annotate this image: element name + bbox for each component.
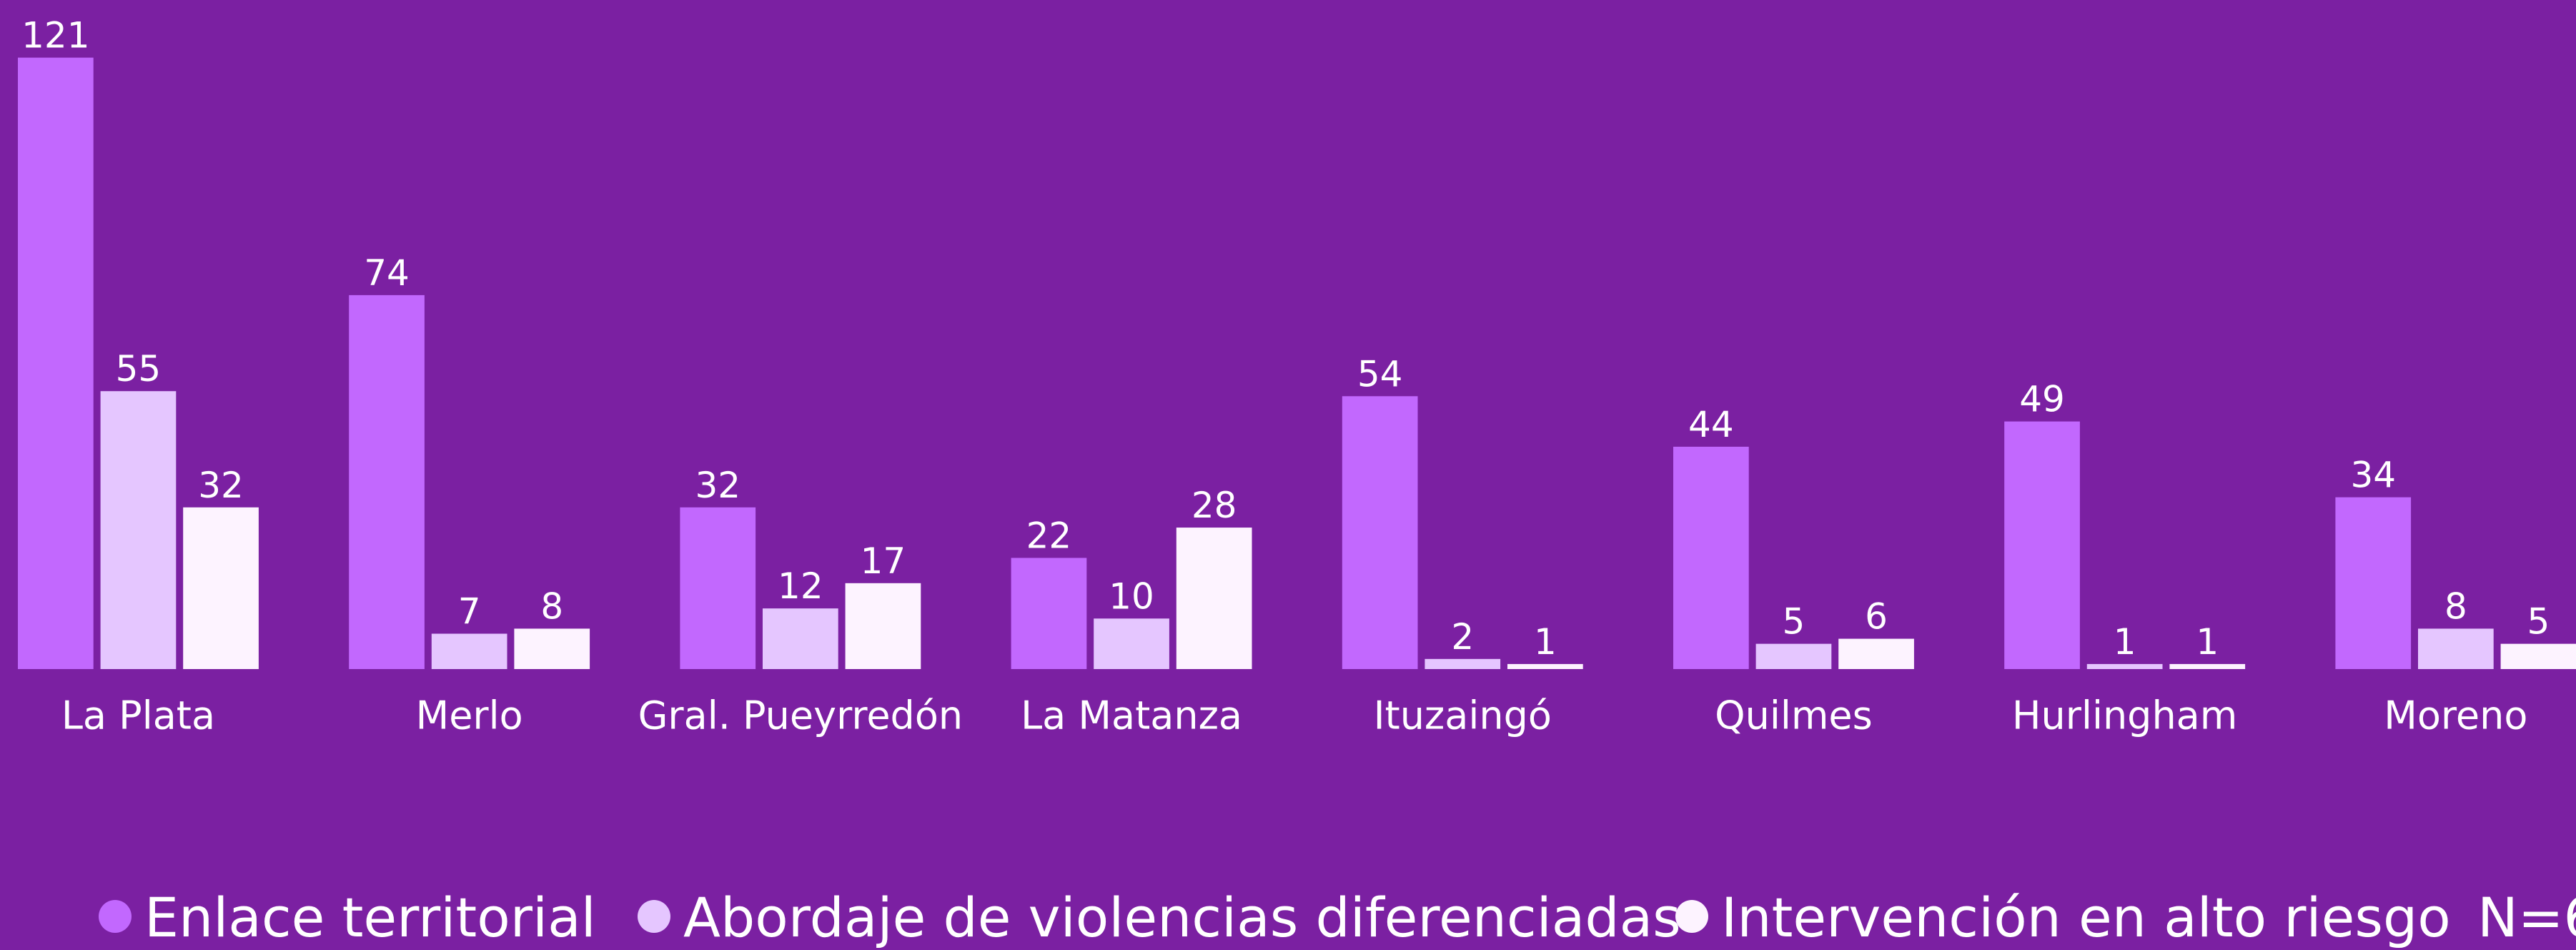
legend-swatch [1675,900,1708,933]
value-label: 10 [1109,575,1154,617]
bar [100,391,177,669]
bar [2004,421,2080,669]
value-label: 22 [1026,515,1072,556]
x-tick-label: Merlo [416,693,523,738]
legend-swatch [638,900,670,933]
legend-swatch [99,900,132,933]
value-label: 8 [2444,585,2467,627]
x-tick-label: Hurlingham [2012,693,2237,738]
value-label: 44 [1688,404,1734,445]
value-label: 32 [695,465,740,506]
value-label: 121 [21,15,89,56]
bar [431,633,507,669]
bar [1342,396,1418,669]
bar [2418,628,2494,669]
bar [2500,643,2576,669]
bar [680,507,756,669]
value-label: 12 [778,565,823,607]
value-label: 1 [2196,621,2219,663]
value-label: 5 [2527,601,2550,643]
value-label: 17 [861,540,906,582]
value-label: 55 [116,348,162,390]
bar [1425,658,1501,669]
bar [514,628,590,669]
bar [1755,643,1832,669]
value-label: 1 [2114,621,2136,663]
bar [1011,558,1087,669]
x-tick-label: Gral. Pueyrredón [638,693,963,738]
value-label: 1 [1534,621,1557,663]
bar [2335,497,2412,669]
legend-label: Intervención en alto riesgo [1721,886,2451,949]
value-label: 54 [1357,353,1403,395]
bar [2169,663,2246,669]
bar [845,583,921,669]
legend-label: Abordaje de violencias diferenciadas [683,886,1681,949]
value-label: 34 [2350,455,2396,496]
bar [2086,663,2163,669]
value-label: 28 [1192,485,1237,526]
value-label: 8 [540,585,563,627]
value-label: 49 [2019,379,2065,420]
value-label: 6 [1865,596,1888,638]
annotation: N=6 [2477,886,2576,949]
bar [1507,663,1583,669]
value-label: 74 [364,252,410,294]
bar [1673,446,1749,669]
x-tick-label: Ituzaingó [1374,693,1552,738]
value-label: 7 [458,591,481,633]
bar [1176,528,1252,669]
bar [1838,638,1914,669]
legend-label: Enlace territorial [144,886,596,949]
value-label: 32 [198,465,244,506]
bar [1094,618,1169,669]
bar [183,507,259,669]
x-tick-label: La Matanza [1021,693,1242,738]
x-tick-label: La Plata [61,693,215,738]
value-label: 2 [1451,616,1474,658]
x-tick-label: Quilmes [1715,693,1873,738]
bar [18,57,94,670]
bar [349,295,425,669]
x-tick-label: Moreno [2384,693,2527,738]
bar [763,608,838,669]
value-label: 5 [1783,601,1805,643]
